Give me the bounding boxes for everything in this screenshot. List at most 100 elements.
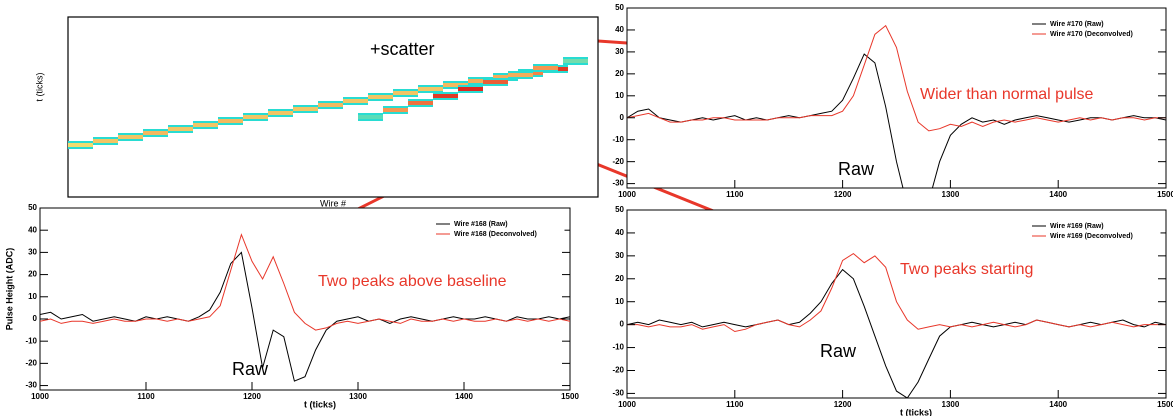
cell (293, 107, 318, 111)
x-tick-label: 1400 (455, 392, 473, 401)
cell (268, 111, 293, 115)
cell (483, 80, 508, 84)
panel: -30 -20 -10 0 10 20 30 40 50 1000 1100 1200 1300 1400… (4, 203, 579, 409)
annotation: Wider than normal pulse (920, 86, 1094, 103)
legend-label: Wire #170 (Deconvolved) (1050, 31, 1133, 38)
y-axis-label: Pulse Height (ADC) (4, 248, 14, 331)
y-tick-label: 40 (615, 25, 624, 34)
x-tick-label: 1400 (1049, 190, 1067, 199)
y-tick-label: 0 (620, 113, 625, 122)
x-tick-label: 1300 (349, 392, 367, 401)
legend-label: Wire #169 (Raw) (1050, 223, 1104, 230)
x-tick-label: 1400 (1049, 400, 1067, 409)
x-tick-label: 1100 (726, 190, 744, 199)
x-tick-label: 1300 (942, 400, 960, 409)
x-tick-label: 1000 (618, 400, 636, 409)
legend-box (1027, 15, 1161, 43)
cell (343, 99, 368, 103)
y-tick-label: -20 (612, 157, 624, 166)
annotation: Raw (838, 159, 875, 179)
x-tick-label: 1000 (31, 392, 49, 401)
plot-area (40, 233, 570, 382)
cell (68, 143, 93, 147)
panel: Wire # t (ticks) (34, 16, 599, 208)
y-tick-label: 20 (28, 270, 37, 279)
legend-box (1027, 217, 1161, 245)
y-axis-label: t (ticks) (34, 73, 44, 102)
y-tick-label: 0 (620, 320, 625, 329)
annotation: Two peaks starting (900, 261, 1033, 278)
x-tick-label: 1500 (1157, 190, 1173, 199)
x-tick-label: 1300 (942, 190, 960, 199)
y-tick-label: 20 (615, 274, 624, 283)
plot-area (627, 24, 1166, 188)
y-tick-label: -10 (612, 135, 624, 144)
cell (368, 95, 393, 99)
cell (193, 123, 218, 127)
cell (418, 87, 443, 91)
x-axis-label: t (ticks) (900, 407, 932, 416)
legend-label: Wire #169 (Deconvolved) (1050, 233, 1133, 240)
cell (563, 59, 588, 63)
cell (508, 73, 533, 77)
y-tick-label: -10 (25, 336, 37, 345)
cell (318, 103, 343, 107)
cell (468, 79, 493, 83)
cell (143, 131, 168, 135)
y-tick-label: 10 (615, 297, 624, 306)
plot-area (68, 57, 588, 149)
legend-label: Wire #170 (Raw) (1050, 21, 1104, 28)
series-line (627, 252, 1166, 333)
y-tick-label: 50 (615, 205, 624, 214)
series-line (40, 251, 570, 382)
annotation: +scatter (370, 39, 435, 59)
y-tick-label: 30 (28, 247, 37, 256)
cell (533, 66, 558, 70)
x-tick-label: 1200 (834, 190, 852, 199)
y-tick-label: 50 (615, 3, 624, 12)
annotation: Two peaks above baseline (318, 273, 507, 290)
series-line (40, 233, 570, 331)
y-tick-label: 0 (33, 314, 38, 323)
y-tick-label: 50 (28, 203, 37, 212)
x-tick-label: 1500 (561, 392, 579, 401)
plot-area (627, 252, 1166, 398)
cell (408, 101, 433, 105)
y-tick-label: -20 (612, 366, 624, 375)
cell (393, 91, 418, 95)
cell (218, 119, 243, 123)
x-tick-label: 1200 (834, 400, 852, 409)
legend-box (431, 215, 565, 243)
panel: -30 -20 -10 0 10 20 30 40 50 1000 1100 1200 1300 1400… (612, 3, 1173, 199)
legend-label: Wire #168 (Deconvolved) (454, 231, 537, 238)
cell (243, 115, 268, 119)
x-axis-label: Wire # (320, 198, 346, 208)
cell (93, 139, 118, 143)
cell (433, 94, 458, 98)
x-tick-label: 1100 (726, 400, 744, 409)
cell (383, 108, 408, 112)
cell (118, 135, 143, 139)
panel: -30 -20 -10 0 10 20 30 40 50 1000 1100 1200 1300 1400… (612, 205, 1173, 416)
cell (358, 115, 383, 119)
y-tick-label: -30 (612, 179, 624, 188)
y-tick-label: 30 (615, 47, 624, 56)
legend-label: Wire #168 (Raw) (454, 221, 508, 228)
y-tick-label: 40 (615, 228, 624, 237)
cell (458, 87, 483, 91)
y-tick-label: 20 (615, 69, 624, 78)
y-tick-label: -30 (25, 381, 37, 390)
x-tick-label: 1100 (137, 392, 155, 401)
y-tick-label: 40 (28, 225, 37, 234)
x-tick-label: 1200 (243, 392, 261, 401)
series-line (627, 24, 1166, 132)
y-tick-label: -20 (25, 358, 37, 367)
cell (443, 83, 468, 87)
x-tick-label: 1000 (618, 190, 636, 199)
series-line (627, 53, 1166, 188)
y-tick-label: -30 (612, 389, 624, 398)
x-tick-label: 1500 (1157, 400, 1173, 409)
annotation: Raw (232, 359, 269, 379)
cell (168, 127, 193, 131)
